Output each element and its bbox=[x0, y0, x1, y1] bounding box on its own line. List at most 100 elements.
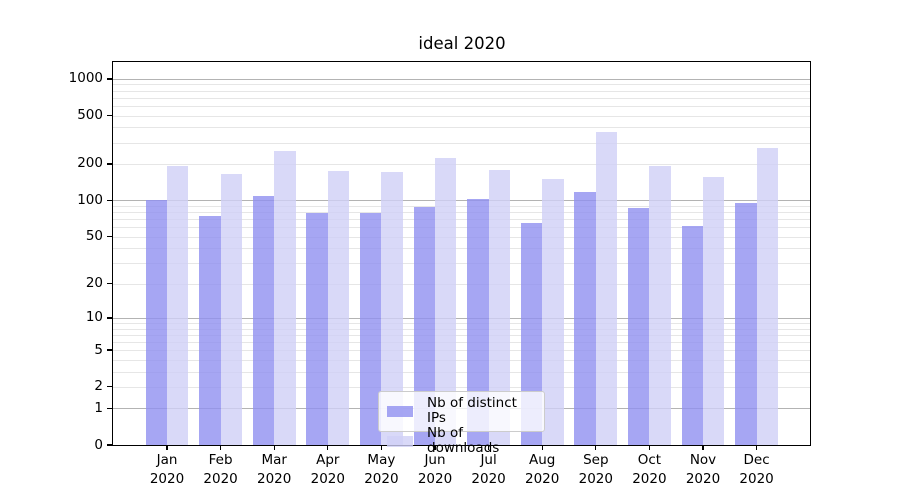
bar-downloads-jun bbox=[435, 158, 457, 445]
bar-ips-may bbox=[360, 213, 382, 445]
y-tick-mark bbox=[107, 282, 112, 285]
gridline-minor bbox=[113, 350, 810, 352]
bar-downloads-mar bbox=[274, 151, 296, 445]
x-tick-mark bbox=[219, 446, 222, 450]
gridline-minor bbox=[113, 359, 810, 361]
bar-ips-jan bbox=[145, 199, 167, 445]
x-tick-mark bbox=[327, 446, 329, 450]
x-tick-mark bbox=[487, 446, 490, 450]
gridline-minor bbox=[113, 227, 810, 229]
y-tick-label-100: 100 bbox=[77, 191, 103, 208]
y-tick-mark bbox=[107, 444, 112, 446]
legend-swatch-distinct-ips bbox=[387, 405, 413, 417]
y-tick-mark bbox=[107, 349, 112, 351]
gridline-minor bbox=[113, 212, 810, 214]
bar-ips-mar bbox=[252, 195, 275, 445]
legend-row-downloads: Nb of downloads bbox=[385, 426, 538, 456]
y-tick-mark bbox=[107, 386, 112, 388]
legend-row-ips: Nb of distinct IPs bbox=[385, 396, 538, 426]
gridline-minor bbox=[113, 236, 810, 238]
gridline-minor bbox=[113, 105, 810, 107]
gridline-minor bbox=[113, 84, 810, 86]
x-tick-label-dec: Dec 2020 bbox=[739, 452, 774, 487]
bar-ips-aug bbox=[520, 222, 543, 445]
x-tick-mark bbox=[755, 446, 758, 450]
y-tick-label-1: 1 bbox=[94, 399, 103, 416]
x-tick-label-nov: Nov 2020 bbox=[685, 452, 721, 487]
y-tick-mark bbox=[107, 317, 112, 319]
y-tick-mark bbox=[107, 235, 112, 238]
bar-ips-feb bbox=[199, 216, 221, 445]
bar-ips-sep bbox=[574, 191, 596, 445]
gridline-minor bbox=[113, 90, 810, 92]
bar-downloads-apr bbox=[327, 171, 350, 445]
x-tick-mark bbox=[166, 446, 168, 450]
bar-downloads-nov bbox=[703, 177, 725, 445]
bar-ips-dec bbox=[735, 203, 757, 445]
y-tick-mark bbox=[107, 114, 112, 117]
y-tick-label-50: 50 bbox=[85, 228, 103, 245]
legend: Nb of distinct IPs Nb of downloads bbox=[378, 391, 545, 456]
x-tick-label-feb: Feb 2020 bbox=[203, 452, 238, 487]
gridline-major bbox=[113, 78, 810, 80]
gridline-minor bbox=[113, 328, 810, 330]
gridline-minor bbox=[113, 341, 810, 343]
x-tick-label-aug: Aug 2020 bbox=[525, 452, 560, 487]
gridline-minor bbox=[113, 322, 810, 324]
bar-ips-jun bbox=[413, 206, 435, 445]
y-tick-label-200: 200 bbox=[77, 155, 103, 172]
x-tick-label-jun: Jun 2020 bbox=[417, 452, 453, 487]
gridline-minor bbox=[113, 386, 810, 388]
y-tick-label-500: 500 bbox=[77, 107, 103, 123]
x-tick-label-mar: Mar 2020 bbox=[257, 452, 292, 487]
legend-label-downloads: Nb of downloads bbox=[427, 425, 500, 456]
chart-title: ideal 2020 bbox=[418, 34, 506, 53]
x-tick-label-may: May 2020 bbox=[364, 452, 399, 487]
x-tick-label-jul: Jul 2020 bbox=[471, 452, 506, 487]
gridline-major bbox=[113, 200, 810, 202]
x-tick-mark bbox=[595, 446, 597, 450]
y-tick-mark bbox=[107, 407, 112, 409]
y-tick-mark bbox=[107, 199, 112, 202]
gridline-minor bbox=[113, 97, 810, 99]
gridline-minor bbox=[113, 248, 810, 250]
x-tick-label-apr: Apr 2020 bbox=[310, 452, 345, 487]
x-tick-label-jan: Jan 2020 bbox=[149, 452, 185, 487]
x-tick-mark bbox=[380, 446, 383, 450]
gridline-major bbox=[113, 317, 810, 319]
gridline-minor bbox=[113, 163, 810, 165]
gridline-minor bbox=[113, 371, 810, 373]
bar-downloads-oct bbox=[649, 166, 671, 445]
x-tick-mark bbox=[541, 446, 543, 450]
y-tick-mark bbox=[107, 163, 112, 165]
y-tick-label-5: 5 bbox=[94, 341, 103, 358]
plot-area bbox=[112, 61, 811, 446]
bar-ips-oct bbox=[628, 208, 650, 445]
bar-downloads-jan bbox=[167, 166, 189, 445]
y-tick-label-1000: 1000 bbox=[68, 70, 103, 87]
bar-downloads-sep bbox=[595, 132, 618, 445]
y-tick-label-2: 2 bbox=[94, 378, 103, 395]
bar-ips-nov bbox=[681, 226, 703, 445]
x-tick-mark bbox=[434, 446, 436, 450]
gridline-minor bbox=[113, 262, 810, 264]
legend-swatch-downloads bbox=[387, 435, 413, 447]
y-tick-mark bbox=[107, 78, 112, 80]
gridline-minor bbox=[113, 115, 810, 117]
bar-downloads-jul bbox=[488, 170, 510, 445]
x-tick-mark bbox=[702, 446, 704, 450]
bar-downloads-aug bbox=[542, 178, 564, 445]
bar-ips-apr bbox=[306, 213, 328, 445]
bar-ips-jul bbox=[467, 198, 489, 445]
x-tick-mark bbox=[648, 446, 651, 450]
x-tick-label-sep: Sep 2020 bbox=[578, 452, 613, 487]
y-tick-label-10: 10 bbox=[85, 309, 103, 326]
gridline-minor bbox=[113, 283, 810, 285]
gridline-minor bbox=[113, 334, 810, 336]
legend-label-distinct-ips: Nb of distinct IPs bbox=[427, 395, 517, 426]
bar-downloads-feb bbox=[220, 173, 242, 445]
gridline-minor bbox=[113, 142, 810, 144]
gridline-minor bbox=[113, 127, 810, 129]
y-tick-label-20: 20 bbox=[85, 275, 103, 292]
